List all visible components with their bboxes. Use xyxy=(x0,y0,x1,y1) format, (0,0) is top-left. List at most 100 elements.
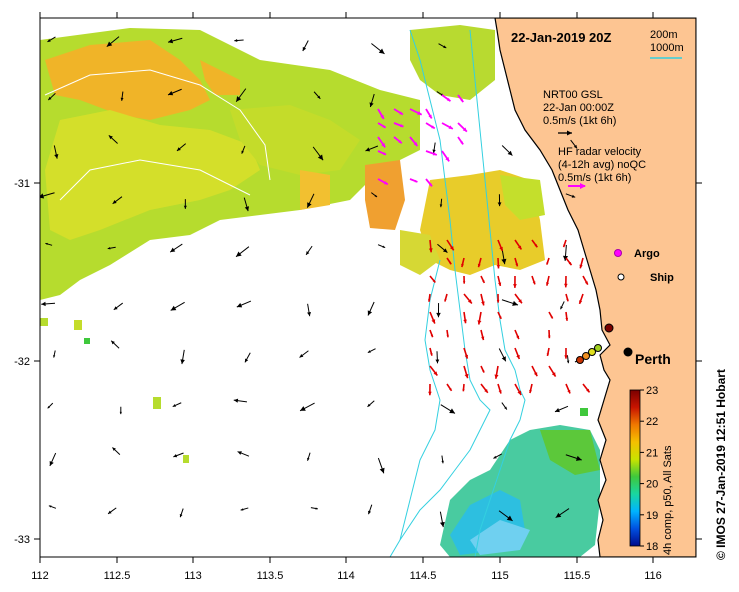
radar-arrow xyxy=(582,383,591,393)
model-arrow xyxy=(501,145,513,156)
radar-arrow xyxy=(514,257,519,267)
colorbar-label: 4h comp, p50, All Sats xyxy=(662,445,674,555)
radar-arrow xyxy=(428,293,431,302)
radar-arrow xyxy=(480,383,489,394)
argo-arrow xyxy=(377,150,387,156)
radar-arrow xyxy=(429,311,436,324)
radar-arrow xyxy=(514,239,523,250)
radar-arrow xyxy=(463,311,467,324)
model-arrow xyxy=(45,242,53,246)
model-arrow xyxy=(48,505,57,509)
radar-vector-legend: HF radar velocity (4-12h avg) noQC 0.5m/… xyxy=(558,146,646,189)
model-arrow xyxy=(310,507,318,510)
radar-arrow xyxy=(461,257,465,268)
isobath-lines xyxy=(389,29,526,557)
model-arrow xyxy=(570,139,578,149)
colorbar-tick-label: 19 xyxy=(646,510,658,522)
x-tick-label: 115.5 xyxy=(564,570,591,582)
colorbar-tick-label: 22 xyxy=(646,416,658,428)
model-arrow xyxy=(441,455,444,464)
radar-arrow xyxy=(565,311,569,321)
land-mass xyxy=(494,18,696,557)
radar-arrow xyxy=(446,329,449,338)
radar-arrow xyxy=(497,275,502,287)
model-arrow xyxy=(170,301,185,311)
radar-arrow xyxy=(513,275,517,288)
argo-arrow xyxy=(457,94,464,103)
model-arrow xyxy=(439,511,445,528)
radar-arrow xyxy=(547,329,551,339)
model-vector-legend: NRT00 GSL 22-Jan 00:00Z 0.5m/s (1kt 6h) xyxy=(543,89,616,136)
model-legend-line-1: NRT00 GSL xyxy=(543,89,603,101)
model-arrow xyxy=(312,146,324,161)
x-tick-label: 113 xyxy=(184,570,202,582)
model-arrow xyxy=(167,37,183,44)
model-arrow xyxy=(432,142,436,154)
model-arrow xyxy=(501,299,519,306)
radar-arrow xyxy=(564,275,568,288)
radar-arrow xyxy=(446,239,455,251)
radar-arrow xyxy=(514,329,520,340)
contour-lines xyxy=(44,69,271,201)
model-arrow xyxy=(437,243,448,253)
radar-arrow xyxy=(462,275,466,284)
model-arrow xyxy=(365,145,379,152)
model-arrow xyxy=(439,198,443,208)
argo-arrow xyxy=(441,122,454,130)
x-tick-label: 116 xyxy=(644,570,662,582)
argo-arrows xyxy=(377,94,468,187)
y-tick-label: -32 xyxy=(14,356,30,368)
argo-arrow xyxy=(457,136,464,145)
argo-arrow xyxy=(441,94,451,102)
radar-arrow xyxy=(546,257,550,265)
plot-frame xyxy=(39,17,697,558)
radar-arrow xyxy=(477,257,482,268)
model-arrow xyxy=(119,406,122,415)
argo-arrow xyxy=(425,150,438,156)
model-arrow xyxy=(106,36,120,47)
argo-arrow xyxy=(393,108,404,116)
model-arrow xyxy=(112,196,123,205)
y-tick-label: -31 xyxy=(14,178,30,190)
radar-arrow xyxy=(428,239,433,253)
radar-arrow xyxy=(514,383,522,396)
credit-label: © IMOS 27-Jan-2019 12:51 Hobart xyxy=(714,369,728,560)
argo-arrow xyxy=(377,136,386,148)
model-arrow xyxy=(237,451,250,457)
model-arrow xyxy=(113,302,124,311)
radar-legend-line-2: (4-12h avg) noQC xyxy=(558,159,646,171)
model-arrow xyxy=(167,88,182,96)
hf-radar-arrows xyxy=(428,239,591,396)
model-arrow xyxy=(107,246,116,250)
depth-legend-200: 200m xyxy=(650,29,678,41)
radar-arrow xyxy=(562,239,567,248)
radar-arrow xyxy=(565,257,573,266)
model-arrow xyxy=(120,91,124,101)
model-arrow xyxy=(369,93,375,108)
model-arrow xyxy=(47,402,54,409)
radar-arrow xyxy=(564,347,568,359)
radar-arrow xyxy=(578,293,584,305)
ship-legend-icon xyxy=(617,273,625,281)
radar-arrow xyxy=(546,347,550,357)
model-arrow xyxy=(169,243,183,253)
model-arrow xyxy=(555,508,570,519)
colorbar-tick-label: 23 xyxy=(646,385,658,397)
model-arrow xyxy=(112,447,121,456)
radar-arrow xyxy=(531,239,538,248)
model-arrow xyxy=(40,192,55,199)
radar-arrow xyxy=(565,293,569,302)
model-arrow xyxy=(235,246,250,258)
model-arrow xyxy=(436,303,441,318)
radar-arrow xyxy=(480,275,486,284)
model-arrow xyxy=(233,398,247,403)
argo-arrow xyxy=(377,178,389,186)
model-arrow xyxy=(565,454,582,461)
date-label: 22-Jan-2019 20Z xyxy=(511,30,612,45)
y-tick-label: -33 xyxy=(14,534,30,546)
model-arrow xyxy=(367,301,375,316)
argo-arrow xyxy=(393,136,403,144)
model-arrow xyxy=(180,349,185,365)
model-arrow xyxy=(299,350,309,358)
colorbar-tick-label: 18 xyxy=(646,541,658,553)
